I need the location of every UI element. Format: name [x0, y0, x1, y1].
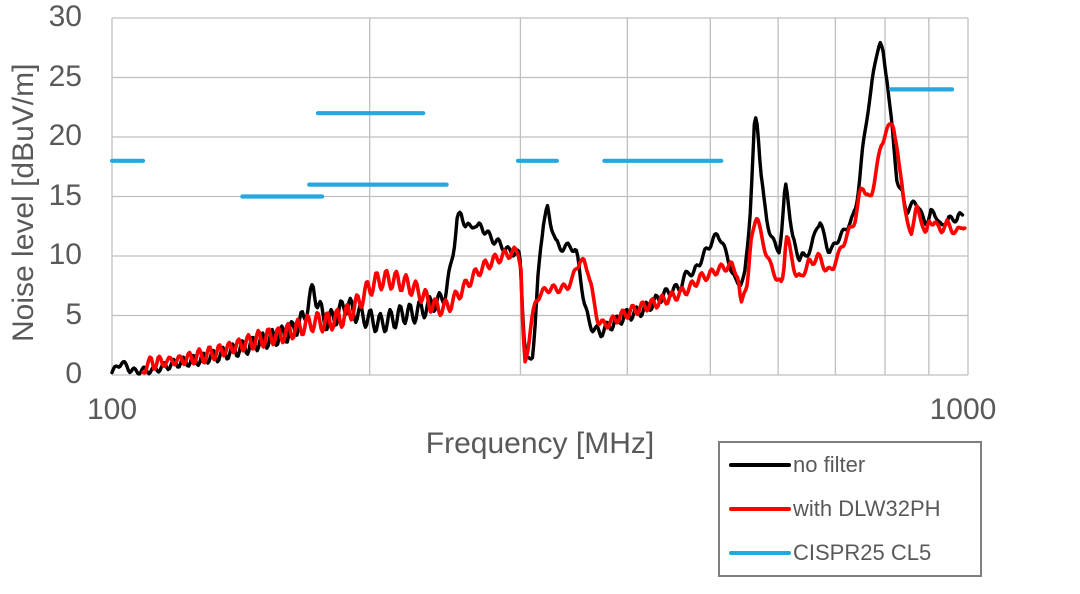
series-with-dlw32ph — [141, 122, 967, 375]
legend-swatch-cispr25-cl5 — [729, 551, 791, 555]
legend-label-cispr25-cl5: CISPR25 CL5 — [793, 540, 932, 565]
y-tick-label: 5 — [65, 297, 82, 331]
y-tick-label: 10 — [48, 238, 82, 271]
x-axis-title: Frequency [MHz] — [425, 427, 655, 460]
y-tick-label: 0 — [65, 357, 82, 390]
legend-item-no-filter: no filter — [729, 452, 980, 478]
x-tick-label: 1000 — [929, 393, 997, 426]
series-no-filter — [110, 40, 965, 376]
legend-item-with-dlw32ph: with DLW32PH — [729, 496, 980, 522]
y-tick-label: 25 — [48, 59, 82, 93]
y-tick-label: 20 — [48, 119, 82, 152]
legend-swatch-with-dlw32ph — [729, 507, 791, 511]
legend-item-cispr25-cl5: CISPR25 CL5 — [729, 540, 980, 566]
x-tick-label: 100 — [86, 393, 138, 426]
legend-label-with-dlw32ph: with DLW32PH — [793, 496, 941, 521]
y-tick-label: 30 — [48, 0, 82, 33]
legend-swatch-no-filter — [729, 463, 791, 467]
y-tick-label: 15 — [48, 178, 82, 212]
legend: no filter with DLW32PH CISPR25 CL5 — [718, 441, 982, 577]
legend-label-no-filter: no filter — [793, 452, 866, 477]
